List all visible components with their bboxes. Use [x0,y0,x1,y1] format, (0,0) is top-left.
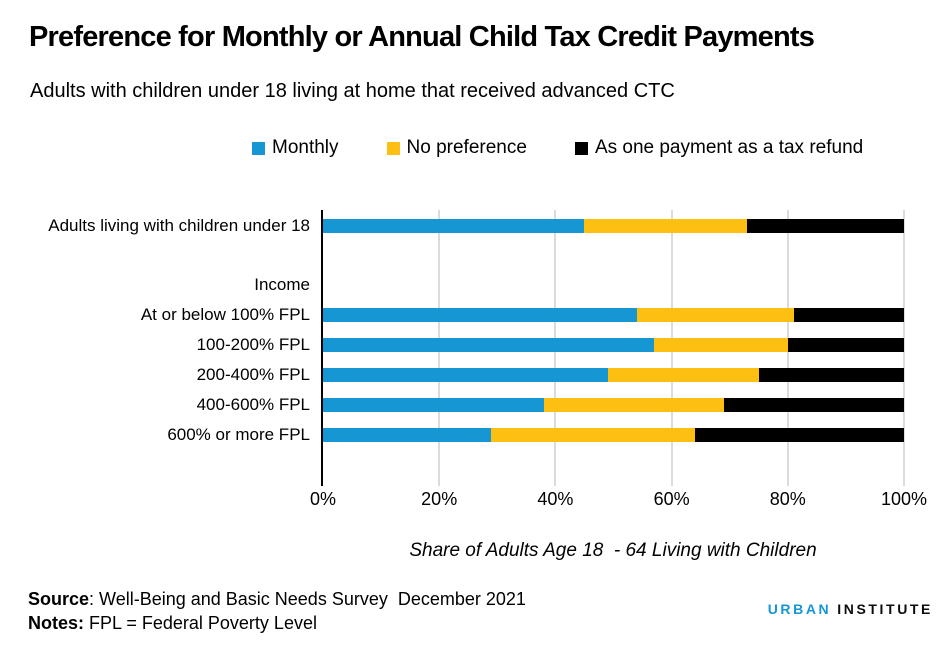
bar-segment [584,219,748,233]
category-label: Adults living with children under 18 [48,216,310,235]
stacked-bar-row-2 [323,308,904,322]
bar-segment [607,368,759,382]
legend-label: As one payment as a tax refund [594,137,864,158]
category-label: 100-200% FPL [196,335,310,354]
footer-notes: Source: Well-Being and Basic Needs Surve… [28,587,526,635]
legend-swatch-icon [252,141,265,155]
plot-area [321,210,905,486]
bar-segment [747,219,904,233]
x-axis-label: Share of Adults Age 18 - 64 Living with … [409,540,817,561]
category-label: 600% or more FPL [167,425,310,444]
stacked-bar-row-4 [323,368,904,382]
y-axis-line [321,210,323,486]
chart-legend: Monthly No preference As one payment as a … [252,137,863,159]
legend-label: Monthly [272,137,339,158]
x-tick-label: 0% [309,489,337,509]
stacked-bar-row-6 [323,428,904,442]
logo-institute-text: INSTITUTE [837,601,933,617]
bar-segment [323,338,655,352]
bar-segment [787,338,904,352]
stacked-bar-row-0 [323,219,904,233]
gridline-100 [903,210,905,486]
x-tick-label: 20% [421,489,458,509]
source-line: Source: Well-Being and Basic Needs Surve… [28,587,526,611]
legend-item: As one payment as a tax refund [574,137,864,159]
source-text: : Well-Being and Basic Needs Survey Dece… [89,589,526,609]
source-label: Source [28,589,90,609]
chart-subtitle: Adults with children under 18 living at … [30,80,675,102]
bar-segment [323,368,608,382]
bar-segment [543,398,724,412]
legend-item: No preference [386,137,527,159]
legend-swatch-icon [386,141,400,155]
bar-segment [793,308,904,322]
legend-item: Monthly [252,137,339,159]
bar-segment [723,398,904,412]
urban-institute-logo: URBAN INSTITUTE [742,585,933,633]
x-tick-label: 80% [769,489,806,509]
category-group-header: Income [254,275,310,294]
bar-segment [323,308,637,322]
stacked-bar-row-5 [323,398,904,412]
page-title: Preference for Monthly or Annual Child T… [29,21,815,53]
x-tick-label: 100% [880,489,928,509]
category-labels: Adults living with children under 18 Inco… [0,210,310,486]
category-label: 200-400% FPL [196,365,310,384]
stacked-bar-row-3 [323,338,904,352]
bar-segment [323,219,585,233]
bar-segment [758,368,904,382]
category-label: 400-600% FPL [196,395,310,414]
x-tick-label: 60% [653,489,690,509]
notes-text: FPL = Federal Poverty Level [84,613,317,633]
bar-segment [654,338,788,352]
logo-urban-text: URBAN [767,601,832,617]
bar-segment [694,428,904,442]
bar-segment [491,428,695,442]
bar-segment [323,398,544,412]
category-label: At or below 100% FPL [140,305,310,324]
bar-segment [636,308,794,322]
notes-line: Notes: FPL = Federal Poverty Level [28,611,526,635]
legend-swatch-icon [574,141,588,155]
notes-label: Notes: [28,613,85,633]
x-axis-tick-labels: 0% 20% 40% 60% 80% 100% [310,489,927,513]
x-tick-label: 40% [537,489,574,509]
legend-label: No preference [406,137,527,158]
bar-segment [323,428,492,442]
